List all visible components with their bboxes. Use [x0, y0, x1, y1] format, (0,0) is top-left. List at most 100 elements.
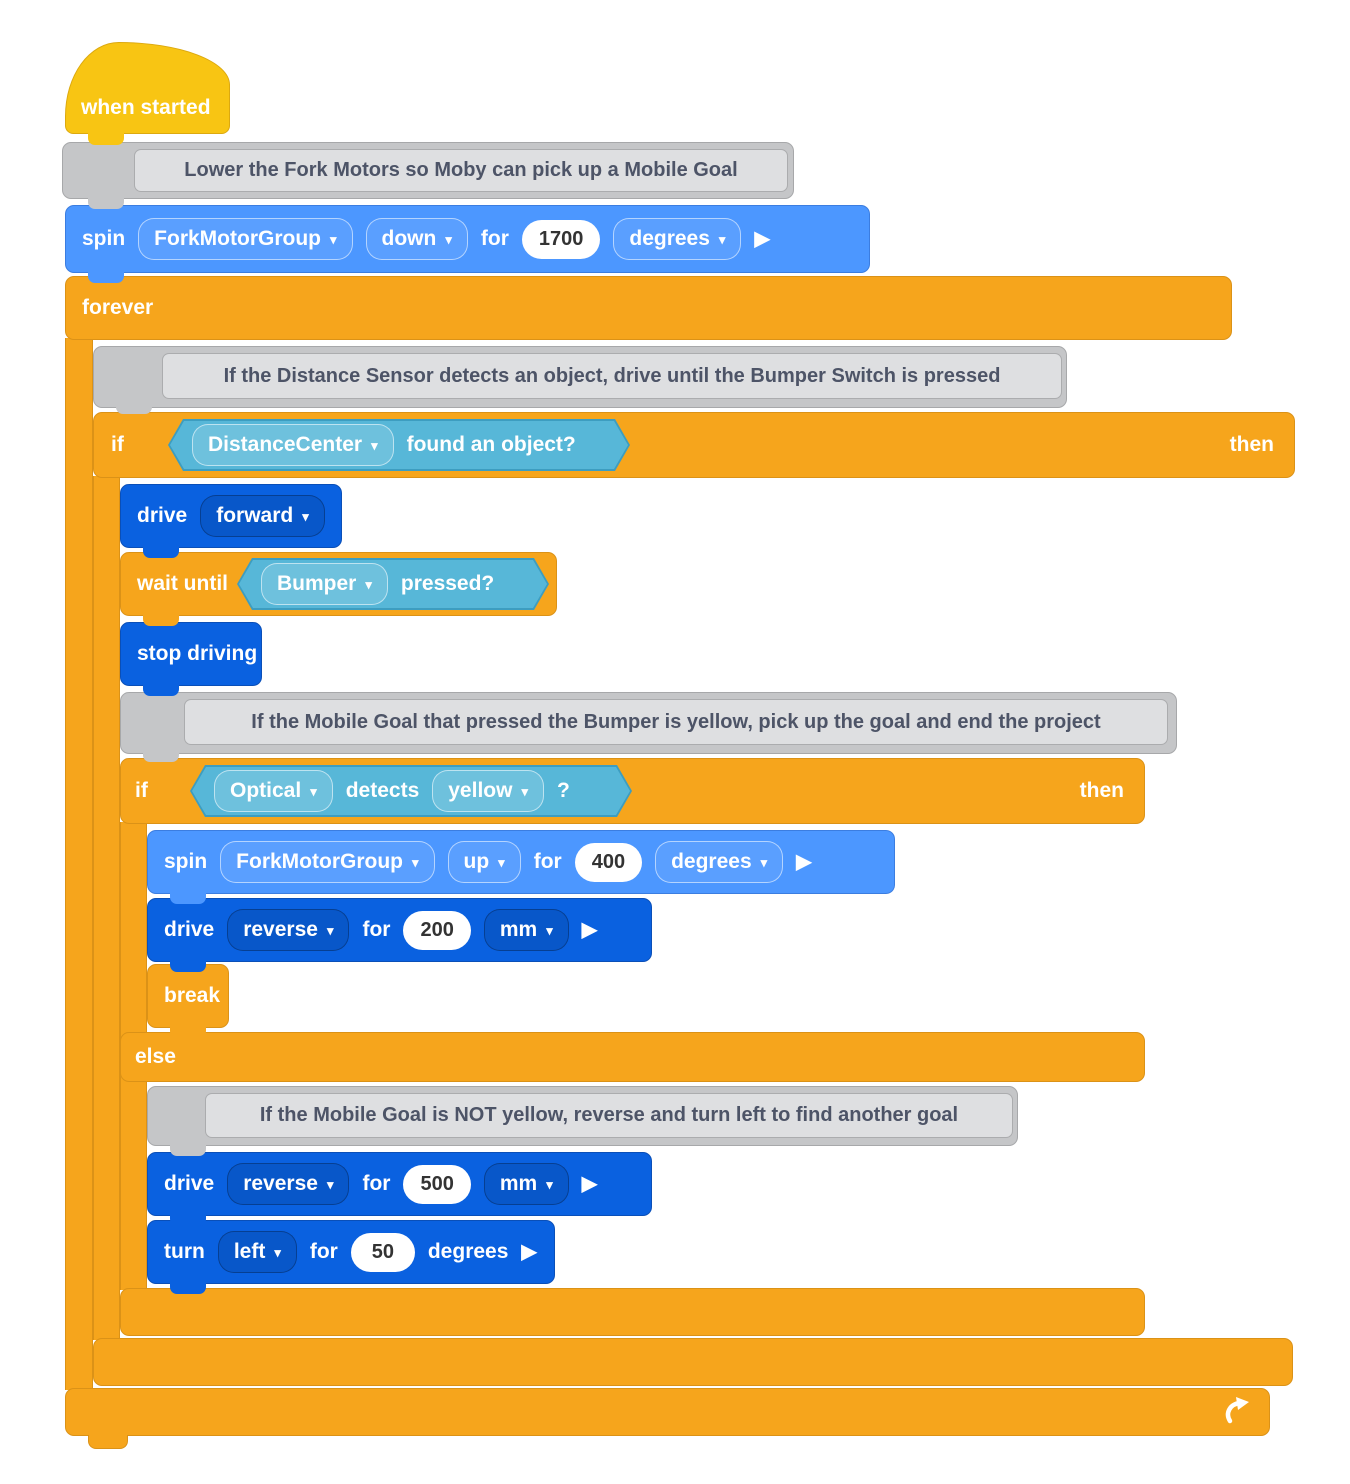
wait-until-label: wait until: [137, 572, 228, 595]
if-label: if: [135, 779, 148, 802]
comment-text: If the Mobile Goal is NOT yellow, revers…: [259, 1104, 959, 1126]
optical-sensor-dropdown-value: Optical: [230, 779, 302, 802]
motor-dropdown-value: ForkMotorGroup: [236, 850, 403, 873]
hat-bottom-tab: [88, 133, 124, 145]
unit-dropdown-value: degrees: [629, 227, 710, 250]
drive-forward-block[interactable]: drive forward ▾: [120, 484, 342, 548]
distance-value-input[interactable]: 200: [403, 910, 471, 950]
distance-sensor-dropdown[interactable]: DistanceCenter ▾: [192, 424, 394, 466]
color-dropdown-value: yellow: [448, 779, 513, 802]
unit-dropdown[interactable]: mm ▾: [483, 1163, 569, 1205]
turn-label: turn: [164, 1240, 205, 1263]
expand-play-icon[interactable]: ▶: [581, 919, 598, 941]
block-bottom-tab: [170, 1026, 206, 1038]
drive-direction-dropdown[interactable]: forward ▾: [200, 495, 325, 537]
block-bottom-tab: [143, 614, 179, 626]
forever-block-top[interactable]: forever: [65, 276, 1232, 340]
forever-left-column[interactable]: [65, 338, 93, 1390]
spin-label: spin: [82, 227, 126, 250]
chevron-down-icon: ▾: [521, 783, 528, 799]
comment-text: Lower the Fork Motors so Moby can pick u…: [184, 159, 738, 181]
if-label: if: [111, 433, 124, 456]
unit-dropdown-value: mm: [499, 1172, 538, 1195]
detects-label: detects: [345, 779, 420, 802]
drive-reverse-200-block[interactable]: drive reverse ▾ for 200 mm ▾ ▶: [147, 898, 652, 962]
comment-text: If the Distance Sensor detects an object…: [223, 364, 1001, 387]
chevron-down-icon: ▾: [310, 783, 317, 799]
expand-play-icon[interactable]: ▶: [521, 1241, 537, 1263]
comment-text-box[interactable]: If the Mobile Goal that pressed the Bump…: [184, 699, 1168, 745]
color-dropdown[interactable]: yellow ▾: [432, 770, 544, 812]
if-optical-block-bottom[interactable]: [120, 1288, 1145, 1336]
degrees-value-input[interactable]: 400: [574, 842, 643, 882]
forever-block-bottom[interactable]: [65, 1388, 1270, 1436]
expand-play-icon[interactable]: ▶: [796, 851, 812, 873]
optical-condition-hexagon[interactable]: Optical ▾ detects yellow ▾ ?: [190, 765, 632, 817]
angle-value-input[interactable]: 50: [350, 1232, 415, 1272]
bumper-dropdown[interactable]: Bumper ▾: [261, 563, 388, 605]
if-distance-left-column[interactable]: [93, 476, 120, 1340]
comment-text-box[interactable]: If the Mobile Goal is NOT yellow, revers…: [205, 1093, 1013, 1138]
for-label: for: [362, 1172, 391, 1195]
drive-direction-dropdown[interactable]: reverse ▾: [227, 909, 350, 951]
for-label: for: [480, 227, 509, 250]
else-bar[interactable]: else: [120, 1032, 1145, 1082]
direction-dropdown[interactable]: up ▾: [447, 841, 521, 883]
chevron-down-icon: ▾: [326, 922, 334, 938]
stop-driving-block[interactable]: stop driving: [120, 622, 262, 686]
distance-condition-hexagon[interactable]: DistanceCenter ▾ found an object?: [168, 419, 630, 471]
drive-reverse-500-block[interactable]: drive reverse ▾ for 500 mm ▾ ▶: [147, 1152, 652, 1216]
drive-direction-dropdown-value: forward: [216, 504, 294, 527]
distance-value-input[interactable]: 500: [403, 1164, 471, 1204]
motor-dropdown[interactable]: ForkMotorGroup ▾: [220, 841, 435, 883]
else-label: else: [135, 1045, 176, 1068]
motor-dropdown[interactable]: ForkMotorGroup ▾: [138, 218, 353, 260]
direction-dropdown-value: up: [463, 850, 490, 873]
comment-text-box[interactable]: If the Distance Sensor detects an object…: [162, 353, 1062, 399]
chevron-down-icon: ▾: [329, 231, 337, 247]
unit-dropdown[interactable]: degrees ▾: [655, 841, 784, 883]
chevron-down-icon: ▾: [445, 231, 452, 247]
degrees-value-input[interactable]: 1700: [521, 219, 601, 259]
chevron-down-icon: ▾: [302, 508, 309, 524]
drive-direction-dropdown-value: reverse: [243, 1172, 318, 1195]
spin-motor-down-block[interactable]: spin ForkMotorGroup ▾ down ▾ for 1700 de…: [65, 205, 870, 273]
direction-dropdown-value: down: [381, 227, 437, 250]
hexagon-fill: [170, 421, 628, 469]
unit-dropdown-value: degrees: [671, 850, 752, 873]
when-started-hat-block[interactable]: when started: [65, 42, 230, 134]
comment-text-box[interactable]: Lower the Fork Motors so Moby can pick u…: [134, 149, 788, 192]
spin-label: spin: [164, 850, 208, 873]
for-label: for: [309, 1240, 338, 1263]
stop-driving-label: stop driving: [137, 642, 258, 665]
comment-bottom-tab: [116, 402, 152, 414]
distance-sensor-dropdown-value: DistanceCenter: [208, 433, 363, 456]
for-label: for: [362, 918, 391, 941]
if-distance-block-bottom[interactable]: [93, 1338, 1293, 1386]
degrees-label: degrees: [427, 1240, 509, 1263]
expand-play-icon[interactable]: ▶: [754, 228, 770, 250]
drive-direction-dropdown[interactable]: reverse ▾: [227, 1163, 350, 1205]
bumper-condition-hexagon[interactable]: Bumper ▾ pressed?: [237, 558, 549, 610]
for-label: for: [533, 850, 562, 873]
turn-direction-dropdown[interactable]: left ▾: [217, 1231, 297, 1273]
repeat-arrow-icon: [1222, 1397, 1256, 1432]
comment-bottom-tab: [143, 750, 179, 762]
chevron-down-icon: ▾: [371, 437, 378, 453]
comment-text: If the Mobile Goal that pressed the Bump…: [251, 710, 1101, 733]
chevron-down-icon: ▾: [274, 1244, 281, 1260]
direction-dropdown[interactable]: down ▾: [365, 218, 468, 260]
unit-dropdown[interactable]: degrees ▾: [613, 218, 742, 260]
turn-left-block[interactable]: turn left ▾ for 50 degrees ▶: [147, 1220, 555, 1284]
optical-sensor-dropdown[interactable]: Optical ▾: [214, 770, 333, 812]
chevron-down-icon: ▾: [365, 576, 372, 592]
chevron-down-icon: ▾: [546, 922, 553, 938]
spin-motor-up-block[interactable]: spin ForkMotorGroup ▾ up ▾ for 400 degre…: [147, 830, 895, 894]
drive-label: drive: [137, 504, 188, 527]
block-bottom-tab: [143, 684, 179, 696]
expand-play-icon[interactable]: ▶: [581, 1173, 598, 1195]
comment-bottom-tab: [88, 197, 124, 209]
then-label: then: [1229, 433, 1274, 456]
unit-dropdown[interactable]: mm ▾: [483, 909, 569, 951]
break-block[interactable]: break: [147, 964, 229, 1028]
